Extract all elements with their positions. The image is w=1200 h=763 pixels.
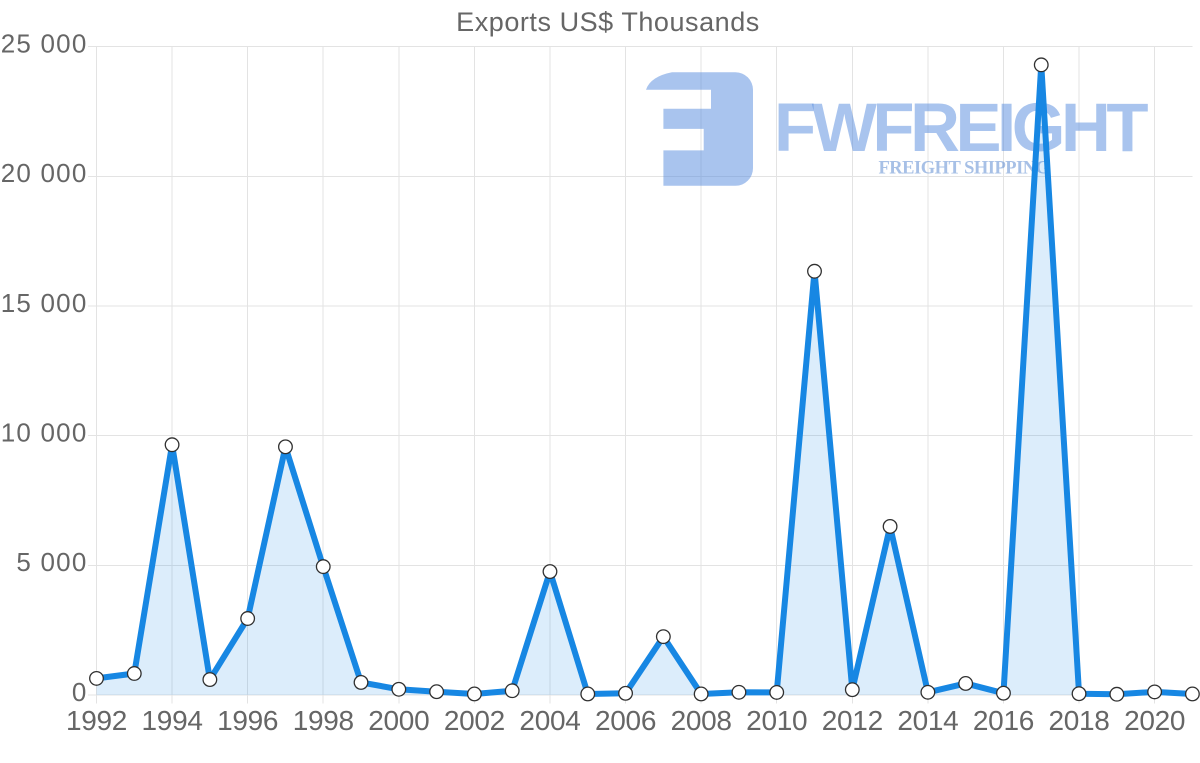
svg-text:2018: 2018 — [1048, 705, 1109, 736]
svg-text:2002: 2002 — [444, 705, 505, 736]
svg-text:2020: 2020 — [1124, 705, 1185, 736]
svg-text:2006: 2006 — [595, 705, 656, 736]
svg-text:1992: 1992 — [66, 705, 127, 736]
svg-text:2014: 2014 — [897, 705, 958, 736]
svg-text:2008: 2008 — [671, 705, 732, 736]
svg-text:2010: 2010 — [746, 705, 807, 736]
svg-text:2004: 2004 — [519, 705, 580, 736]
svg-text:Exports US$ Thousands: Exports US$ Thousands — [456, 7, 760, 37]
svg-text:FREIGHT SHIPPING: FREIGHT SHIPPING — [879, 159, 1050, 179]
svg-text:2000: 2000 — [368, 705, 429, 736]
svg-text:20 000: 20 000 — [1, 158, 88, 188]
svg-text:1998: 1998 — [293, 705, 354, 736]
svg-text:10 000: 10 000 — [1, 418, 88, 448]
svg-text:2012: 2012 — [822, 705, 883, 736]
svg-text:25 000: 25 000 — [1, 29, 88, 59]
svg-text:5 000: 5 000 — [16, 547, 87, 577]
svg-text:1996: 1996 — [217, 705, 278, 736]
svg-text:1994: 1994 — [142, 705, 203, 736]
svg-text:0: 0 — [72, 677, 88, 707]
svg-text:15 000: 15 000 — [1, 288, 88, 318]
svg-text:FWFREIGHT: FWFREIGHT — [774, 89, 1148, 166]
svg-text:2016: 2016 — [973, 705, 1034, 736]
